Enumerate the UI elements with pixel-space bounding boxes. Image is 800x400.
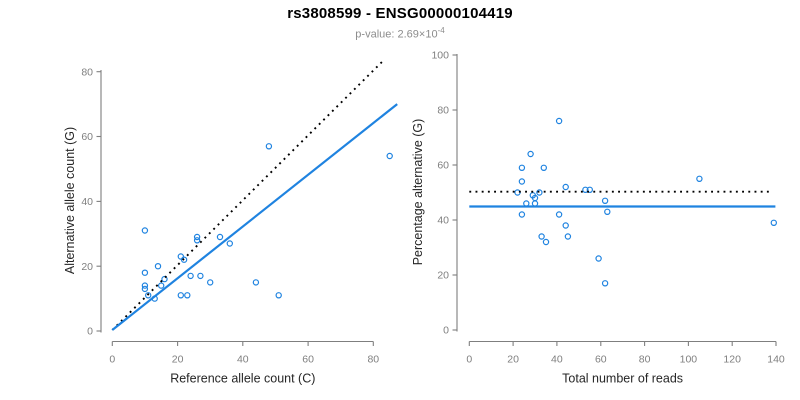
y-tick-label: 20 [81, 261, 93, 273]
x-tick-label: 40 [551, 354, 563, 366]
data-point [141, 285, 149, 293]
x-tick-label: 0 [466, 354, 472, 366]
pvalue-exponent: -4 [437, 26, 445, 35]
x-tick-label: 20 [507, 354, 519, 366]
data-point [601, 197, 609, 204]
data-point [265, 143, 273, 150]
data-point [542, 238, 550, 246]
data-point [555, 117, 563, 125]
data-point [193, 237, 201, 244]
data-point [252, 279, 260, 286]
y-axis-label: Alternative allele count (G) [63, 127, 77, 274]
data-point [177, 253, 184, 260]
data-point [141, 227, 149, 234]
data-point [275, 292, 282, 299]
data-point [518, 164, 526, 171]
data-point [157, 282, 165, 289]
data-point [144, 292, 152, 299]
data-point [226, 240, 233, 247]
pvalue-label: p-value: 2.69×10-4 [0, 26, 800, 41]
y-tick-label: 0 [443, 325, 449, 337]
data-point [595, 255, 602, 262]
x-tick-label: 120 [723, 354, 741, 366]
data-point [518, 211, 526, 218]
y-tick-label: 100 [431, 50, 449, 62]
data-point [206, 279, 214, 286]
data-point [604, 208, 611, 215]
x-axis-label: Total number of reads [562, 372, 683, 386]
data-point [161, 275, 168, 283]
data-point [536, 189, 543, 196]
data-point [527, 150, 534, 158]
plot-title: rs3808599 - ENSG00000104419 [287, 5, 513, 22]
x-tick-label: 20 [172, 354, 184, 366]
y-tick-label: 80 [437, 105, 449, 117]
data-point [216, 233, 224, 241]
data-point [197, 272, 204, 280]
left-scatter-plot: 0 20 40 60 80 Reference allele count (C) 0 20 40… [63, 59, 398, 386]
data-point [386, 152, 393, 160]
data-point [518, 178, 526, 185]
identity-line [111, 59, 385, 331]
y-tick-label: 0 [87, 326, 93, 338]
x-tick-label: 0 [109, 354, 115, 366]
x-tick-label: 140 [767, 354, 785, 366]
data-point [562, 222, 569, 229]
data-point [538, 233, 545, 240]
data-point [193, 233, 201, 241]
data-point [555, 211, 563, 218]
data-point [523, 200, 530, 207]
data-point [564, 233, 572, 240]
data-point [770, 219, 778, 226]
data-point [177, 292, 184, 299]
data-point [582, 186, 589, 193]
data-point [562, 183, 569, 191]
x-axis-label: Reference allele count (C) [170, 372, 315, 386]
data-point [586, 186, 594, 193]
regression-line [111, 103, 398, 331]
data-point [184, 292, 191, 299]
pvalue-text: p-value: 2.69×10 [355, 28, 438, 41]
x-tick-label: 60 [595, 354, 607, 366]
data-point [180, 256, 188, 263]
data-point [141, 282, 149, 289]
x-tick-label: 60 [302, 354, 314, 366]
y-tick-label: 20 [437, 270, 449, 282]
data-point [540, 164, 548, 171]
data-point [531, 200, 539, 207]
x-tick-label: 80 [367, 354, 379, 366]
right-scatter-plot: 0 20 40 60 80 100 120 140 Total number of reads 0… [411, 50, 785, 386]
x-tick-label: 80 [639, 354, 651, 366]
data-point [154, 263, 162, 270]
x-tick-label: 40 [237, 354, 249, 366]
y-tick-label: 80 [81, 66, 93, 78]
data-point [601, 280, 609, 287]
y-tick-label: 40 [81, 196, 93, 208]
y-axis-label: Percentage alternative (G) [411, 119, 425, 266]
data-point [141, 269, 149, 276]
y-tick-label: 60 [81, 131, 93, 143]
y-tick-label: 60 [437, 160, 449, 172]
x-tick-label: 100 [680, 354, 698, 366]
data-point [187, 272, 194, 280]
y-tick-label: 40 [437, 215, 449, 227]
data-point [696, 175, 703, 182]
